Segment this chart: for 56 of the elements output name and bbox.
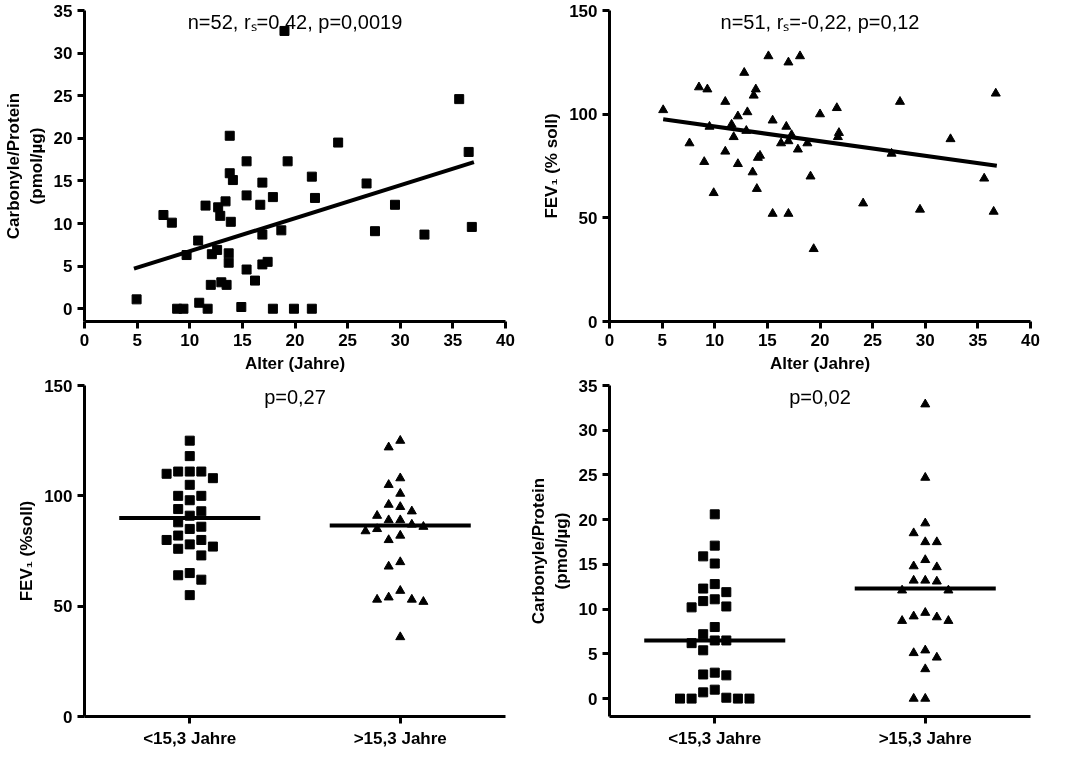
annotation: p=0,02 — [789, 385, 851, 408]
x-tick-label: >15,3 Jahre — [353, 728, 447, 748]
y-tick-label: 0 — [63, 707, 73, 727]
x-tick-label: 0 — [79, 330, 90, 350]
x-tick-label: 20 — [285, 330, 305, 350]
y-tick-label: 30 — [53, 44, 73, 64]
x-tick-label: 30 — [915, 330, 935, 350]
x-tick-label: 40 — [496, 330, 515, 350]
y-tick-label: 25 — [53, 86, 73, 106]
y-tick-label: 0 — [588, 689, 598, 709]
x-tick-label: <15,3 Jahre — [143, 728, 237, 748]
y-tick-label: 20 — [578, 510, 598, 530]
x-tick-label: 15 — [232, 330, 252, 350]
x-tick-label: 10 — [705, 330, 725, 350]
x-tick-label: 5 — [657, 330, 667, 350]
x-tick-label: <15,3 Jahre — [668, 728, 762, 748]
annotation: n=51, rₛ=-0,22, p=0,12 — [720, 10, 920, 33]
y-tick-label: 50 — [578, 208, 598, 228]
y-tick-label: 15 — [53, 171, 73, 191]
y-tick-label: 100 — [569, 105, 598, 125]
x-axis-title: Alter (Jahre) — [244, 353, 346, 373]
x-tick-label: 40 — [1021, 330, 1040, 350]
x-axis-title: Alter (Jahre) — [769, 353, 871, 373]
annotation: n=52, rₛ=0,42, p=0,0019 — [187, 10, 403, 33]
y-tick-label: 35 — [53, 1, 73, 21]
x-tick-label: 25 — [338, 330, 358, 350]
y-tick-label: 35 — [578, 376, 598, 396]
x-tick-label: 35 — [443, 330, 463, 350]
y-tick-label: 20 — [53, 129, 73, 149]
annotation: p=0,27 — [264, 385, 326, 408]
y-tick-label: 50 — [53, 597, 73, 617]
x-tick-label: 20 — [810, 330, 830, 350]
y-tick-label: 0 — [63, 299, 73, 319]
x-tick-label: 15 — [757, 330, 777, 350]
x-tick-label: 30 — [390, 330, 410, 350]
y-tick-label: 5 — [63, 257, 73, 277]
x-tick-label: 0 — [604, 330, 615, 350]
y-tick-label: 25 — [578, 465, 598, 485]
y-tick-label: 30 — [578, 421, 598, 441]
y-tick-label: 5 — [588, 644, 598, 664]
y-tick-label: 150 — [569, 1, 598, 21]
x-tick-label: 5 — [132, 330, 142, 350]
y-tick-label: 0 — [588, 312, 598, 332]
x-tick-label: >15,3 Jahre — [878, 728, 972, 748]
y-axis-title: FEV₁ (% soll) — [542, 113, 562, 219]
x-tick-label: 25 — [863, 330, 883, 350]
y-tick-label: 100 — [44, 486, 73, 506]
y-axis-title: FEV₁ (%soll) — [17, 500, 37, 602]
y-axis-title: Carbonyle/Protein (pmol/µg) — [528, 477, 571, 625]
x-tick-label: 10 — [180, 330, 200, 350]
y-tick-label: 10 — [53, 214, 73, 234]
y-tick-label: 150 — [44, 376, 73, 396]
y-tick-label: 10 — [578, 600, 598, 620]
y-tick-label: 15 — [578, 555, 598, 575]
x-tick-label: 35 — [968, 330, 988, 350]
y-axis-title: Carbonyle/Protein (pmol/µg) — [3, 92, 46, 240]
